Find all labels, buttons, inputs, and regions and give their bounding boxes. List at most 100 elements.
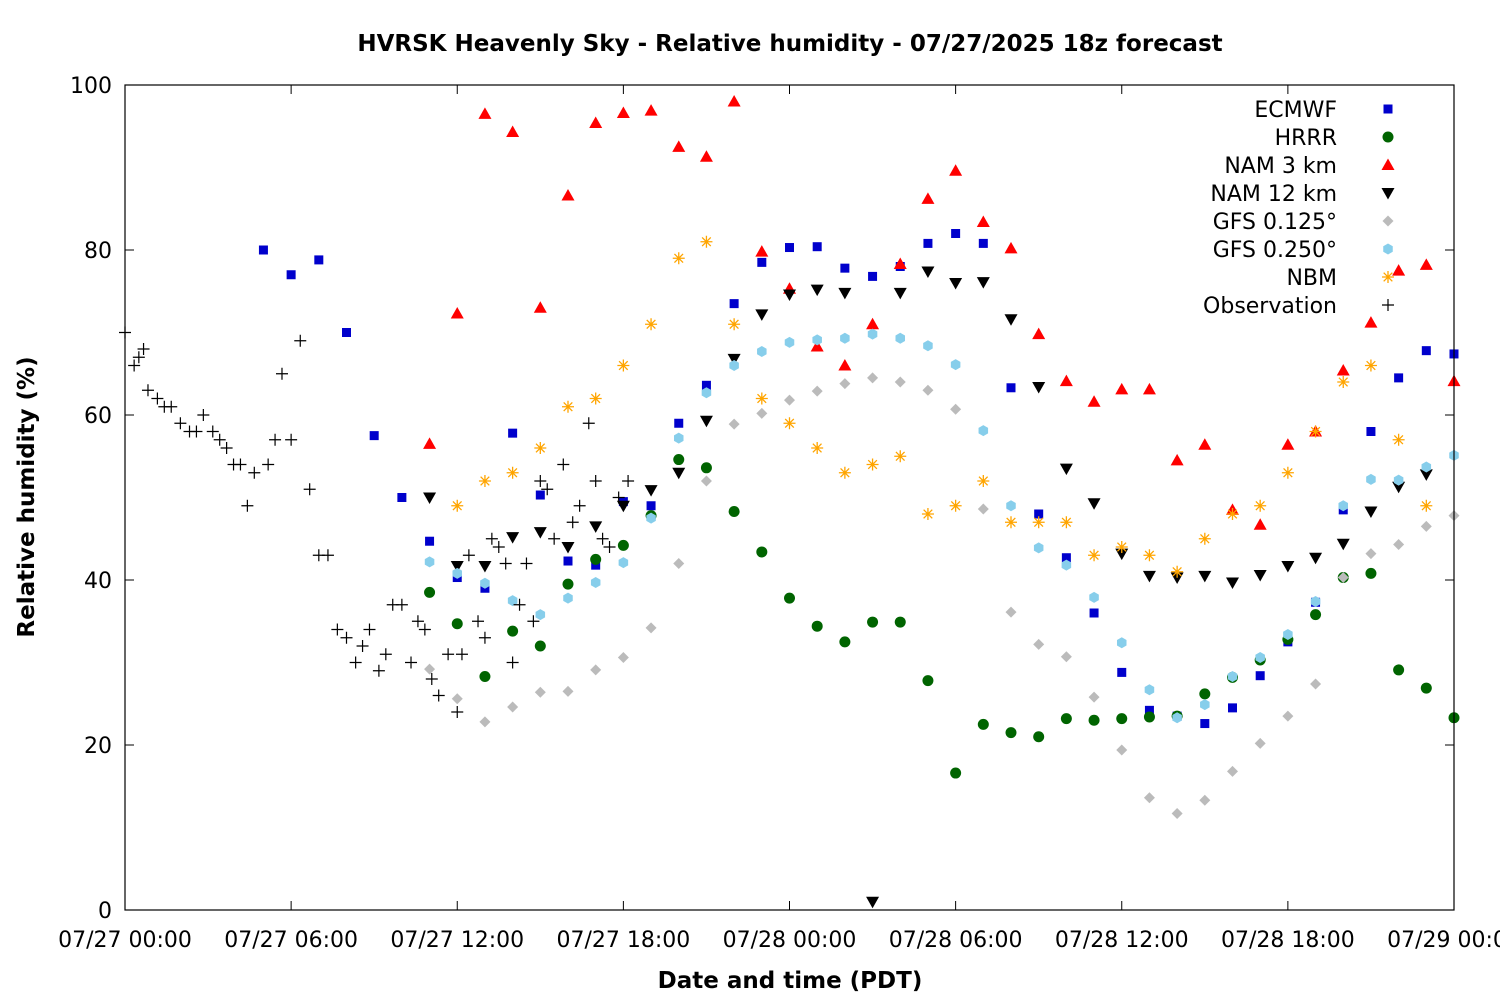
data-point xyxy=(922,675,934,687)
data-point xyxy=(451,499,464,512)
data-point xyxy=(1337,572,1349,584)
data-point xyxy=(1227,765,1238,777)
data-point xyxy=(866,458,879,471)
data-point xyxy=(839,378,851,390)
data-point xyxy=(617,359,630,372)
data-point xyxy=(838,466,851,479)
data-point xyxy=(141,384,154,397)
data-point xyxy=(978,238,988,248)
data-point xyxy=(1116,637,1127,649)
legend-marker xyxy=(1382,131,1394,143)
data-point xyxy=(1420,682,1432,694)
x-tick-label: 07/27 12:00 xyxy=(390,928,524,953)
data-point xyxy=(699,415,713,428)
data-point xyxy=(1365,567,1377,579)
data-point xyxy=(812,334,822,346)
data-marks xyxy=(119,95,1461,909)
data-point xyxy=(1198,532,1211,545)
data-point xyxy=(451,706,464,718)
data-point xyxy=(838,287,852,300)
data-point xyxy=(492,541,505,553)
data-point xyxy=(1254,737,1266,749)
data-point xyxy=(1283,628,1293,640)
data-point xyxy=(506,656,519,669)
data-point xyxy=(1061,553,1071,563)
data-point xyxy=(548,532,561,545)
data-point xyxy=(810,340,824,352)
data-point xyxy=(1060,713,1072,725)
data-point xyxy=(921,192,935,204)
data-point xyxy=(840,332,850,344)
data-point xyxy=(411,615,424,628)
chart-title: HVRSK Heavenly Sky - Relative humidity -… xyxy=(357,31,1222,57)
data-point xyxy=(950,359,961,371)
series-nam-3-km xyxy=(423,95,1461,530)
data-point xyxy=(1199,794,1211,806)
data-point xyxy=(784,394,795,406)
data-point xyxy=(977,475,990,487)
data-point xyxy=(478,631,491,644)
data-point xyxy=(1143,792,1155,804)
data-point xyxy=(1089,608,1099,618)
data-point xyxy=(589,521,603,533)
data-point xyxy=(728,506,740,518)
data-point xyxy=(1005,516,1017,529)
data-point xyxy=(1198,570,1212,583)
data-point xyxy=(499,557,512,570)
data-point xyxy=(1419,258,1433,270)
data-point xyxy=(757,345,767,357)
data-point xyxy=(1200,719,1210,729)
legend-label: ECMWF xyxy=(1254,98,1337,123)
data-point xyxy=(479,716,491,728)
x-tick-label: 07/29 00:00 xyxy=(1387,928,1500,953)
data-point xyxy=(672,140,686,152)
data-point xyxy=(728,418,740,430)
x-tick-label: 07/27 18:00 xyxy=(556,928,690,953)
data-point xyxy=(1309,552,1323,565)
data-point xyxy=(1420,499,1433,512)
data-point xyxy=(783,289,796,302)
data-point xyxy=(1393,539,1405,551)
data-point xyxy=(1059,374,1073,387)
data-point xyxy=(557,458,570,471)
data-point xyxy=(755,245,769,257)
data-point xyxy=(1366,473,1376,485)
plot-frame xyxy=(124,84,1455,911)
data-point xyxy=(1309,425,1322,438)
data-point xyxy=(480,577,490,589)
data-point xyxy=(506,532,520,544)
data-point xyxy=(1365,548,1377,560)
data-point xyxy=(573,499,586,512)
data-point xyxy=(977,718,989,730)
data-point xyxy=(369,431,379,441)
data-point xyxy=(1282,710,1294,722)
data-point xyxy=(1142,382,1156,395)
data-point xyxy=(303,483,316,496)
y-tick-label: 0 xyxy=(98,899,112,924)
data-point xyxy=(616,106,630,119)
data-point xyxy=(582,417,595,430)
data-point xyxy=(840,263,850,273)
legend: ECMWF HRRR NAM 3 km NAM 12 km GFS 0.125° GFS … xyxy=(1203,98,1395,319)
data-point xyxy=(535,490,545,500)
data-point xyxy=(976,215,990,227)
data-point xyxy=(1059,463,1073,476)
data-point xyxy=(727,95,741,107)
data-point xyxy=(673,454,685,466)
data-point xyxy=(132,351,145,364)
data-point xyxy=(128,359,141,372)
data-point xyxy=(1281,438,1295,450)
data-point xyxy=(755,309,769,321)
data-point xyxy=(1087,395,1101,407)
data-point xyxy=(1115,382,1129,395)
data-point xyxy=(527,615,540,628)
data-point xyxy=(520,557,533,570)
data-point xyxy=(756,407,768,419)
data-point xyxy=(451,693,463,705)
data-point xyxy=(672,467,686,480)
data-point xyxy=(248,466,261,479)
data-point xyxy=(867,616,879,628)
data-point xyxy=(1310,678,1322,690)
data-point xyxy=(535,609,546,621)
data-point xyxy=(1143,711,1155,723)
